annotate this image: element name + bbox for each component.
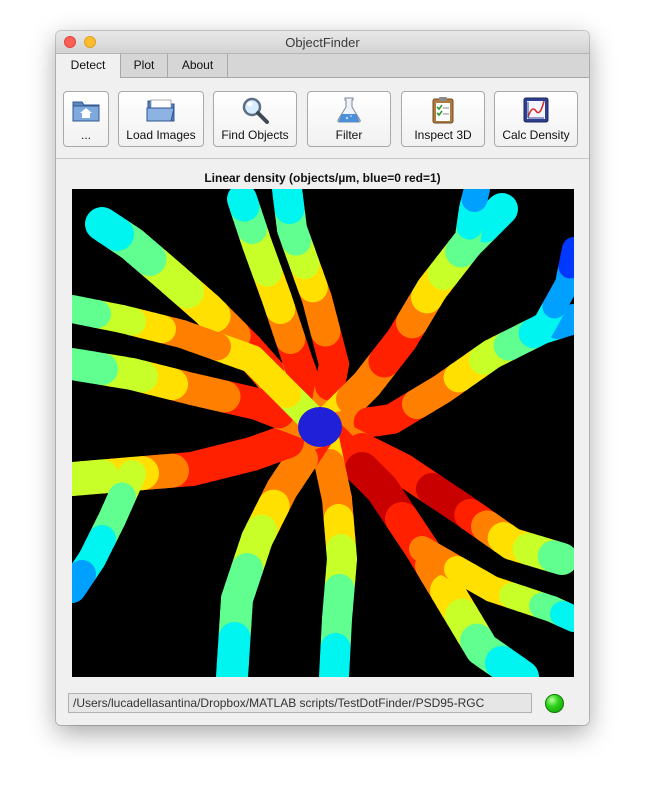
plot-title: Linear density (objects/µm, blue=0 red=1… (204, 171, 441, 185)
close-window-button[interactable] (64, 36, 76, 48)
dendrite-segment (58, 570, 90, 603)
window-title: ObjectFinder (285, 35, 360, 50)
tab-bar: Detect Plot About (56, 54, 589, 78)
tab-plot[interactable]: Plot (121, 54, 168, 77)
inspect-3d-label: Inspect 3D (414, 128, 472, 142)
density-chart-icon (523, 97, 549, 123)
soma-region (298, 407, 342, 447)
home-folder-button[interactable]: ... (63, 91, 109, 147)
tab-about[interactable]: About (168, 54, 228, 77)
tab-detect[interactable]: Detect (56, 54, 121, 78)
calc-density-button[interactable]: Calc Density (494, 91, 578, 147)
calc-density-label: Calc Density (502, 128, 570, 142)
flask-icon (337, 97, 361, 123)
magnifier-icon (242, 97, 269, 124)
toolbar: ... Load Images Find Objects (56, 78, 589, 159)
title-bar[interactable]: ObjectFinder (56, 31, 589, 54)
dendrite-segment (216, 648, 249, 693)
load-images-button[interactable]: Load Images (118, 91, 204, 147)
minimize-window-button[interactable] (84, 36, 96, 48)
dendrite-segment (537, 540, 578, 575)
home-folder-label: ... (80, 128, 91, 142)
detect-panel: Linear density (objects/µm, blue=0 red=1… (56, 159, 589, 725)
dendrite-segment (319, 652, 350, 692)
clipboard-checklist-icon (432, 97, 454, 124)
density-image[interactable] (56, 174, 589, 694)
dendrite-segment (480, 193, 518, 231)
dendrite-segment (498, 655, 539, 694)
filter-label: Filter (335, 128, 363, 142)
inspect-3d-button[interactable]: Inspect 3D (401, 91, 485, 147)
find-objects-button[interactable]: Find Objects (213, 91, 297, 147)
path-field[interactable]: /Users/lucadellasantina/Dropbox/MATLAB s… (68, 693, 532, 713)
dendrite-segment (56, 348, 98, 382)
dendrite-segment (58, 295, 95, 325)
dendrite-segment (272, 174, 303, 211)
load-images-label: Load Images (126, 128, 196, 142)
density-map (56, 174, 589, 694)
open-folder-icon (146, 99, 175, 122)
dendrite-segment (560, 237, 586, 267)
dendrite-segment (553, 304, 589, 336)
dendrite-segment (85, 207, 124, 245)
status-indicator-icon (545, 694, 564, 713)
find-objects-label: Find Objects (221, 128, 289, 142)
dendrite-segment (463, 176, 490, 206)
dendrite-segment (227, 184, 260, 222)
dendrite-segment (557, 604, 587, 632)
home-folder-icon (72, 101, 100, 122)
dendrite-segment (56, 461, 99, 496)
filter-button[interactable]: Filter (307, 91, 391, 147)
app-window: ObjectFinder Detect Plot About ... Load … (56, 31, 589, 725)
